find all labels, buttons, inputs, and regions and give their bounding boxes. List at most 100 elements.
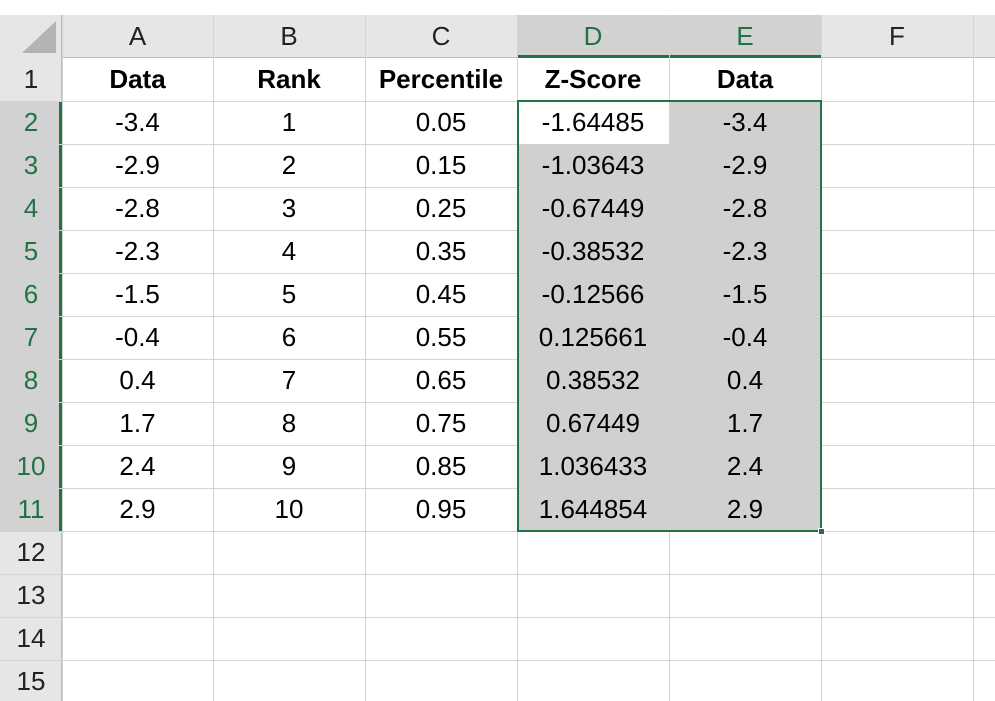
cell[interactable]: -0.67449 [541,193,645,223]
grid-line [0,488,995,489]
grid-line [0,402,995,403]
grid-line [0,144,995,145]
cell[interactable]: -3.4 [722,107,768,137]
cell[interactable]: 0.4 [119,365,156,395]
cell[interactable]: -0.38532 [541,236,645,266]
cell[interactable]: 0.67449 [546,408,640,438]
cell[interactable]: 7 [281,365,297,395]
cell[interactable]: -0.4 [722,322,768,352]
row-header[interactable]: 4 [23,193,39,223]
grid-line [973,15,974,701]
cell[interactable]: 0.35 [415,236,467,266]
cell[interactable]: 0.95 [415,494,467,524]
row-header[interactable]: 6 [23,279,39,309]
cell[interactable]: 0.45 [415,279,467,309]
cell[interactable]: 3 [281,193,297,223]
cell[interactable]: -1.64485 [541,107,645,137]
row-header[interactable]: 3 [23,150,39,180]
cell[interactable]: -2.8 [115,193,160,223]
row-header[interactable]: 9 [23,408,39,438]
cell[interactable]: 10 [274,494,304,524]
grid-line [0,273,995,274]
grid-line [0,660,995,661]
cell[interactable]: -0.12566 [541,279,645,309]
cell[interactable]: -2.9 [722,150,768,180]
cell[interactable]: -2.9 [115,150,160,180]
cell[interactable]: 0.65 [415,365,467,395]
column-header[interactable]: D [583,21,603,51]
cell[interactable]: 9 [281,451,297,481]
cell[interactable]: 1.644854 [538,494,648,524]
grid-line [0,359,995,360]
selection-border [517,100,822,532]
cell[interactable]: -1.03643 [541,150,645,180]
row-header[interactable]: 8 [23,365,39,395]
grid-line [0,101,995,102]
grid-line [213,15,214,701]
cell[interactable]: -0.4 [115,322,160,352]
row-header[interactable]: 7 [23,322,39,352]
cell[interactable]: 2.4 [726,451,764,481]
cell[interactable]: 8 [281,408,297,438]
cell[interactable]: 5 [281,279,297,309]
cell[interactable]: 0.25 [415,193,467,223]
cell[interactable]: 0.55 [415,322,467,352]
grid-line [669,15,670,701]
cell[interactable]: -3.4 [115,107,160,137]
grid-line [62,15,63,701]
column-header[interactable]: A [128,21,147,51]
row-header[interactable]: 11 [17,494,45,524]
row-header[interactable]: 13 [16,580,46,610]
grid-line [0,574,995,575]
grid-line [0,316,995,317]
cell[interactable]: -2.3 [722,236,768,266]
column-header[interactable]: C [431,21,451,51]
row-header[interactable]: 12 [16,537,46,567]
cell[interactable]: 2.9 [119,494,156,524]
cell[interactable]: 0.05 [415,107,467,137]
cell[interactable]: 0.125661 [538,322,648,352]
cell[interactable]: -1.5 [115,279,160,309]
cell[interactable]: -1.5 [722,279,768,309]
header-cell[interactable]: Rank [257,64,321,94]
cell[interactable]: 2.9 [726,494,764,524]
column-header[interactable]: F [889,21,905,51]
cell[interactable]: 0.4 [726,365,764,395]
cell[interactable]: 1.7 [726,408,764,438]
cell[interactable]: 1.7 [119,408,156,438]
column-header-bar [0,15,995,58]
grid-line [0,187,995,188]
header-cell[interactable]: Percentile [378,64,504,94]
row-header[interactable]: 14 [16,623,46,653]
row-header[interactable]: 10 [16,451,46,481]
cell[interactable]: 2.4 [119,451,156,481]
grid-line [0,617,995,618]
cell[interactable]: -2.3 [115,236,160,266]
cell[interactable]: 1.036433 [538,451,648,481]
fill-handle[interactable] [818,528,825,535]
cell[interactable]: 1 [281,107,297,137]
cell[interactable]: 6 [281,322,297,352]
active-cell [517,101,669,144]
header-cell[interactable]: Z-Score [544,64,642,94]
row-header[interactable]: 1 [23,64,39,94]
row-header[interactable]: 5 [23,236,39,266]
grid-line [0,531,995,532]
cell[interactable]: 0.15 [415,150,467,180]
select-all[interactable] [0,15,62,58]
cell[interactable]: 2 [281,150,297,180]
header-cell[interactable]: Data [109,64,166,94]
cell[interactable]: 0.75 [415,408,467,438]
header-cell[interactable]: Data [716,64,774,94]
cell[interactable]: 4 [281,236,297,266]
row-header[interactable]: 15 [16,666,46,696]
column-header[interactable]: E [736,21,754,51]
row-header[interactable]: 2 [23,107,39,137]
cell[interactable]: 0.38532 [546,365,640,395]
grid-line [365,15,366,701]
cell[interactable]: 0.85 [415,451,467,481]
column-header[interactable]: B [280,21,298,51]
grid-line [0,445,995,446]
cell[interactable]: -2.8 [722,193,768,223]
